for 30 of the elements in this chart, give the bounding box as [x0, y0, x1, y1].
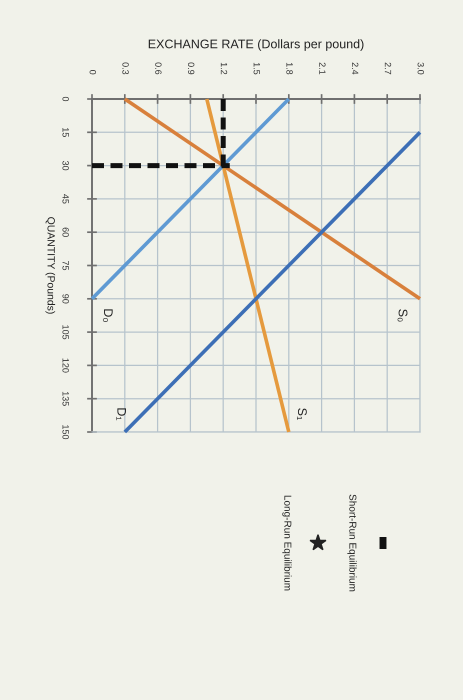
x-tick-label: 2.4	[352, 62, 358, 74]
text: S₀	[398, 309, 408, 322]
y-tick-label: 0	[62, 96, 69, 102]
x-tick-label: 1.8	[286, 62, 293, 74]
x-tick-label: 0.9	[188, 62, 194, 74]
x-tick-label: 1.5	[254, 62, 260, 74]
y-axis-title: QUANTITY (Pounds)	[45, 217, 56, 314]
y-tick-label: 105	[62, 325, 69, 340]
y-tick-label: 90	[62, 294, 69, 304]
text: S₁	[297, 408, 307, 420]
y-tick-label: 45	[62, 194, 69, 204]
x-tick-label: 3.0	[418, 62, 424, 74]
x-tick-label: 0.3	[122, 62, 129, 74]
legend-label: Short-Run Equilibrium	[347, 494, 357, 592]
legend-label: Long-Run Equilibrium	[282, 496, 292, 590]
y-tick-label: 30	[62, 160, 69, 170]
x-tick-label: 2.7	[384, 62, 392, 74]
x-tick-label: 1.2	[220, 62, 228, 74]
x-tick-label: 2.1	[319, 62, 326, 74]
x-tick-label: 0	[90, 70, 96, 74]
y-tick-label: 15	[62, 128, 69, 137]
x-axis-title: EXCHANGE RATE (Dollars per pound)	[148, 39, 364, 51]
text: D₀	[102, 309, 113, 322]
x-tick-label: 0.6	[155, 62, 162, 74]
y-tick-label: 150	[62, 425, 69, 440]
y-tick-label: 120	[62, 358, 69, 373]
y-tick-label: 75	[62, 260, 69, 270]
y-tick-label: 60	[62, 228, 69, 237]
y-tick-label: 135	[62, 392, 69, 406]
text: D₁	[116, 408, 126, 420]
